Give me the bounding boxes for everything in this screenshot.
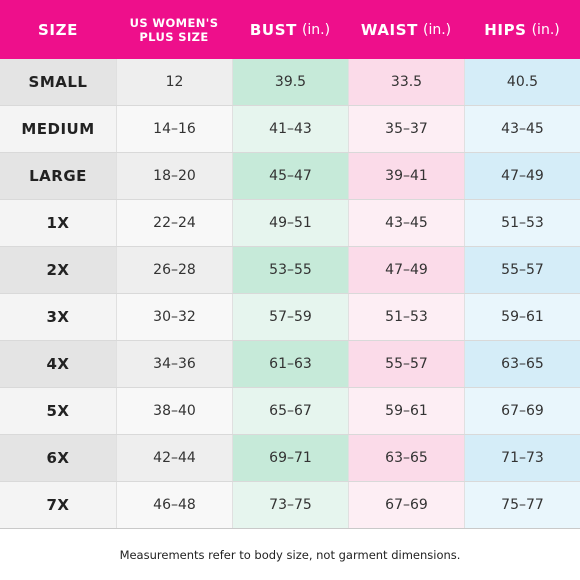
header-bust-label: BUST [249, 20, 297, 39]
hips-cell: 43–45 [464, 106, 580, 152]
us-size-cell: 18–20 [116, 153, 232, 199]
table-row: 1X 22–24 49–51 43–45 51–53 [0, 200, 580, 247]
hips-cell: 67–69 [464, 388, 580, 434]
waist-cell: 43–45 [348, 200, 464, 246]
waist-cell: 35–37 [348, 106, 464, 152]
header-bust-unit: (in.) [301, 21, 331, 38]
header-hips-label: HIPS [484, 20, 527, 39]
bust-cell: 53–55 [232, 247, 348, 293]
table-row: LARGE 18–20 45–47 39–41 47–49 [0, 153, 580, 200]
header-us-plus-size: US WOMEN'S PLUS SIZE [116, 0, 232, 59]
table-row: SMALL 12 39.5 33.5 40.5 [0, 59, 580, 106]
waist-cell: 59–61 [348, 388, 464, 434]
waist-cell: 39–41 [348, 153, 464, 199]
bust-cell: 41–43 [232, 106, 348, 152]
hips-cell: 63–65 [464, 341, 580, 387]
bust-cell: 39.5 [232, 59, 348, 105]
header-size: SIZE [0, 0, 116, 59]
hips-cell: 71–73 [464, 435, 580, 481]
us-size-cell: 12 [116, 59, 232, 105]
size-cell: MEDIUM [0, 106, 116, 152]
table-row: MEDIUM 14–16 41–43 35–37 43–45 [0, 106, 580, 153]
header-bust: BUST (in.) [232, 0, 348, 59]
table-body: SMALL 12 39.5 33.5 40.5 MEDIUM 14–16 41–43 35–37… [0, 59, 580, 529]
hips-cell: 47–49 [464, 153, 580, 199]
us-size-cell: 14–16 [116, 106, 232, 152]
size-cell: 6X [0, 435, 116, 481]
header-us-line1: US WOMEN'S [129, 15, 219, 30]
bust-cell: 65–67 [232, 388, 348, 434]
header-waist-label: WAIST [360, 20, 418, 39]
header-hips: HIPS (in.) [464, 0, 580, 59]
bust-cell: 49–51 [232, 200, 348, 246]
header-waist-unit: (in.) [422, 21, 452, 38]
waist-cell: 33.5 [348, 59, 464, 105]
us-size-cell: 26–28 [116, 247, 232, 293]
us-size-cell: 42–44 [116, 435, 232, 481]
us-size-cell: 46–48 [116, 482, 232, 528]
us-size-cell: 38–40 [116, 388, 232, 434]
waist-cell: 55–57 [348, 341, 464, 387]
size-cell: SMALL [0, 59, 116, 105]
table-row: 6X 42–44 69–71 63–65 71–73 [0, 435, 580, 482]
header-us-line2: PLUS SIZE [139, 29, 209, 44]
size-cell: LARGE [0, 153, 116, 199]
waist-cell: 47–49 [348, 247, 464, 293]
header-size-label: SIZE [38, 20, 78, 39]
size-cell: 7X [0, 482, 116, 528]
hips-cell: 75–77 [464, 482, 580, 528]
us-size-cell: 22–24 [116, 200, 232, 246]
size-cell: 5X [0, 388, 116, 434]
header-us-plus-size-label: US WOMEN'S PLUS SIZE [130, 16, 219, 44]
table-row: 4X 34–36 61–63 55–57 63–65 [0, 341, 580, 388]
us-size-cell: 34–36 [116, 341, 232, 387]
bust-cell: 69–71 [232, 435, 348, 481]
size-cell: 4X [0, 341, 116, 387]
bust-cell: 45–47 [232, 153, 348, 199]
size-cell: 2X [0, 247, 116, 293]
table-row: 2X 26–28 53–55 47–49 55–57 [0, 247, 580, 294]
bust-cell: 57–59 [232, 294, 348, 340]
waist-cell: 51–53 [348, 294, 464, 340]
size-cell: 3X [0, 294, 116, 340]
hips-cell: 55–57 [464, 247, 580, 293]
bust-cell: 73–75 [232, 482, 348, 528]
table-row: 3X 30–32 57–59 51–53 59–61 [0, 294, 580, 341]
bust-cell: 61–63 [232, 341, 348, 387]
header-waist: WAIST (in.) [348, 0, 464, 59]
table-row: 7X 46–48 73–75 67–69 75–77 [0, 482, 580, 529]
table-header: SIZE US WOMEN'S PLUS SIZE BUST (in.) WAI… [0, 0, 580, 59]
size-chart: SIZE US WOMEN'S PLUS SIZE BUST (in.) WAI… [0, 0, 580, 529]
hips-cell: 59–61 [464, 294, 580, 340]
waist-cell: 67–69 [348, 482, 464, 528]
us-size-cell: 30–32 [116, 294, 232, 340]
hips-cell: 40.5 [464, 59, 580, 105]
header-hips-unit: (in.) [531, 21, 560, 38]
footnote: Measurements refer to body size, not gar… [119, 548, 461, 562]
waist-cell: 63–65 [348, 435, 464, 481]
table-row: 5X 38–40 65–67 59–61 67–69 [0, 388, 580, 435]
hips-cell: 51–53 [464, 200, 580, 246]
size-cell: 1X [0, 200, 116, 246]
